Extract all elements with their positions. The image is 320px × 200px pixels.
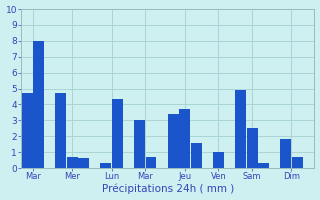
Bar — [22, 93, 33, 168]
Bar — [112, 99, 123, 168]
Bar — [146, 157, 156, 168]
Bar — [292, 157, 303, 168]
Bar — [134, 120, 145, 168]
Bar — [258, 163, 269, 168]
Bar — [78, 158, 89, 168]
Bar — [168, 114, 179, 168]
Bar — [179, 109, 190, 168]
Bar — [280, 139, 291, 168]
Bar — [55, 93, 66, 168]
Bar — [67, 157, 78, 168]
Bar — [100, 163, 111, 168]
Bar — [235, 90, 246, 168]
Bar — [190, 143, 202, 168]
Bar — [247, 128, 258, 168]
Bar — [33, 41, 44, 168]
X-axis label: Précipitations 24h ( mm ): Précipitations 24h ( mm ) — [102, 184, 234, 194]
Bar — [213, 152, 224, 168]
